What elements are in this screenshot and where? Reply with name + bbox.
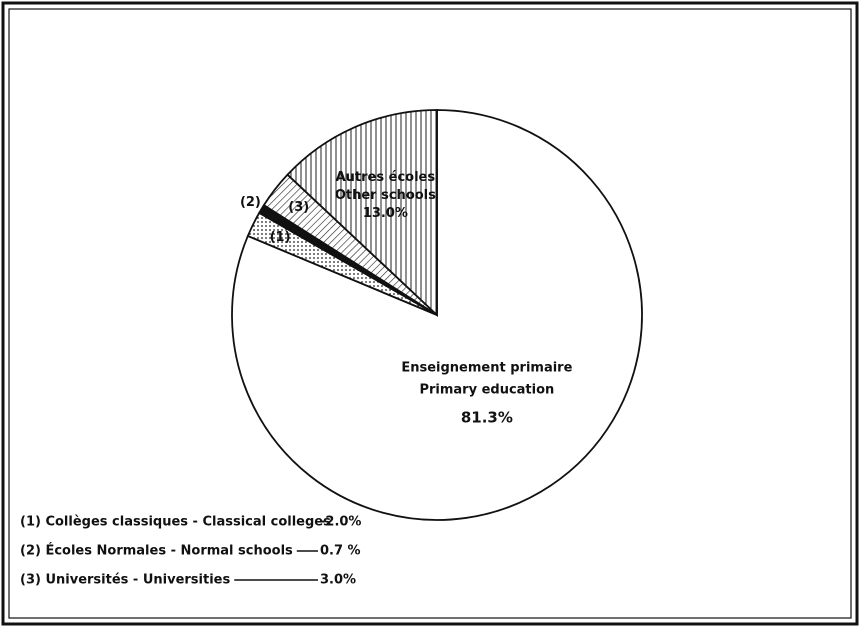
legend-text: (1) Collèges classiques - Classical coll…	[20, 515, 331, 530]
slice-label: Primary education	[419, 382, 554, 397]
slice-label: Enseignement primaire	[401, 360, 572, 375]
pie-slice	[286, 109, 438, 318]
slice-label: (2)	[240, 195, 261, 210]
slice-label: Autres écoles	[336, 170, 436, 185]
slice-value-label: 13.0%	[363, 206, 408, 221]
slice-label: (3)	[288, 200, 309, 215]
frame-inner	[8, 8, 852, 619]
slice-label: Other schools	[335, 188, 436, 203]
legend-value: 3.0%	[320, 573, 356, 588]
legend-text: (2) Écoles Normales - Normal schools	[20, 543, 293, 559]
legend-value: -2.0%	[320, 515, 361, 530]
legend-value: 0.7 %	[320, 544, 361, 559]
slice-label: (1)	[270, 230, 291, 245]
slice-value-label: 81.3%	[461, 408, 513, 426]
legend-text: (3) Universités - Universities	[20, 573, 230, 588]
